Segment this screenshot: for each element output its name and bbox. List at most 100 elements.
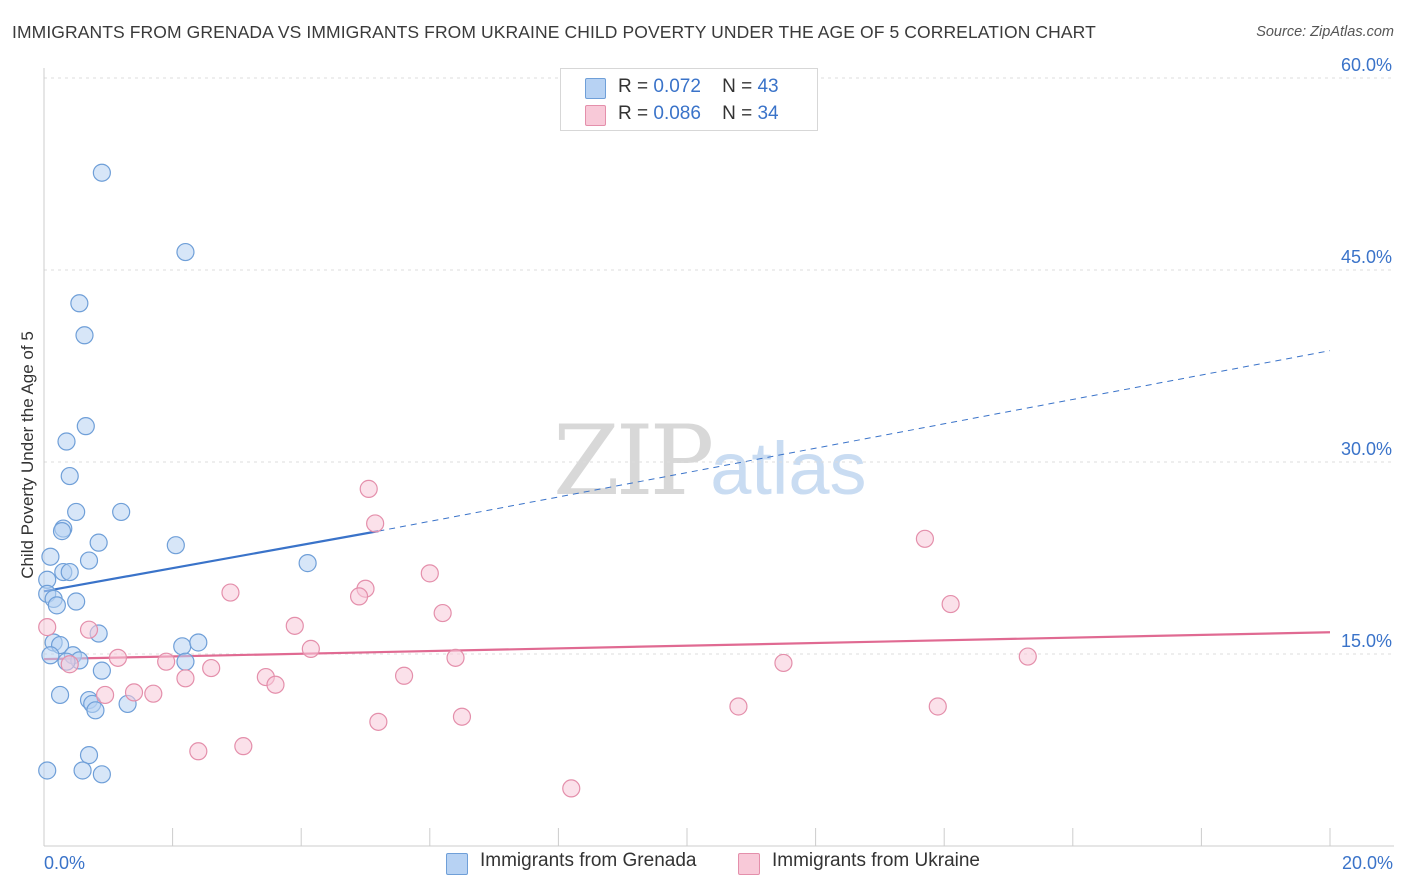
grenada-point-1 <box>176 242 195 262</box>
grenada-point-10 <box>52 522 72 541</box>
grenada-point-29 <box>41 646 60 665</box>
ukraine-point-24 <box>124 683 144 702</box>
y-axis-label: Child Poverty Under the Age of 5 <box>18 331 37 579</box>
grenada-trend-extension <box>378 350 1331 532</box>
ukraine-point-26 <box>95 685 115 705</box>
grenada-point-15 <box>298 554 317 573</box>
ukraine-point-2 <box>366 514 385 533</box>
grenada-point-21 <box>67 592 86 611</box>
grenada-n-value: 43 <box>757 76 779 97</box>
ukraine-point-1 <box>359 479 378 498</box>
grenada-point-22 <box>47 596 66 615</box>
watermark: ZIPatlas <box>553 405 867 517</box>
y-tick-label-60: 60.0% <box>1341 55 1392 75</box>
ukraine-point-28 <box>928 697 947 716</box>
grenada-point-0 <box>92 163 111 182</box>
ukraine-point-8 <box>941 594 960 614</box>
ukraine-point-15 <box>1018 647 1037 666</box>
bottom-ukraine-label: Immigrants from Ukraine <box>772 850 980 871</box>
ukraine-n-value: 34 <box>757 103 779 124</box>
grenada-point-42 <box>38 761 57 780</box>
ukraine-point-25 <box>144 684 163 703</box>
tick-labels: 15.0% 30.0% 45.0% 60.0% 0.0% 20.0% <box>44 55 1393 873</box>
ukraine-point-6 <box>349 587 369 606</box>
ukraine-point-23 <box>266 675 285 694</box>
x-tick-label-min: 0.0% <box>44 853 85 873</box>
grenada-r-value: 0.072 <box>653 76 701 97</box>
grenada-trend-line <box>43 530 379 593</box>
grenada-point-13 <box>41 547 60 566</box>
ukraine-point-12 <box>301 639 320 658</box>
grenada-point-5 <box>57 432 76 451</box>
grenada-swatch <box>585 78 606 99</box>
axes <box>43 68 1394 847</box>
ukraine-r-label: R = <box>618 103 649 124</box>
grenada-point-17 <box>60 562 79 582</box>
grenada-point-33 <box>92 661 111 680</box>
y-tick-label-15: 15.0% <box>1341 631 1392 651</box>
ukraine-r-value: 0.086 <box>653 103 701 124</box>
grenada-point-11 <box>166 536 185 555</box>
grenada-point-3 <box>75 326 94 345</box>
ukraine-point-27 <box>729 697 748 716</box>
data-points <box>38 163 1037 798</box>
ukraine-point-5 <box>420 564 439 583</box>
grenada-point-26 <box>173 637 192 656</box>
ukraine-trend-line <box>43 631 1331 661</box>
ukraine-point-29 <box>452 707 472 726</box>
ukraine-swatch <box>585 105 606 126</box>
ukraine-point-10 <box>79 620 99 639</box>
ukraine-point-0 <box>38 618 57 637</box>
y-tick-label-45: 45.0% <box>1341 247 1392 267</box>
ukraine-point-14 <box>446 648 465 667</box>
grenada-stats: R = 0.072 N = 43 <box>618 76 779 98</box>
ukraine-point-16 <box>774 653 793 673</box>
chart-title: IMMIGRANTS FROM GRENADA VS IMMIGRANTS FR… <box>12 22 1096 42</box>
grenada-point-7 <box>67 502 86 522</box>
ukraine-n-label: N = <box>722 103 753 124</box>
grenada-point-40 <box>73 761 92 780</box>
ukraine-point-7 <box>221 583 240 602</box>
watermark-zip: ZIP <box>553 405 714 517</box>
ukraine-point-11 <box>285 616 304 635</box>
grenada-point-27 <box>189 633 208 652</box>
grenada-point-39 <box>79 746 99 765</box>
watermark-atlas: atlas <box>710 427 867 510</box>
bottom-grenada-label: Immigrants from Grenada <box>480 850 697 871</box>
x-tick-label-max: 20.0% <box>1342 853 1393 873</box>
grenada-point-38 <box>86 701 105 720</box>
ukraine-point-17 <box>157 652 176 671</box>
trend-lines <box>43 350 1331 661</box>
grenada-n-label: N = <box>722 76 753 97</box>
grenada-point-41 <box>92 765 111 784</box>
grid-lines <box>44 77 1394 655</box>
grenada-point-12 <box>89 533 108 552</box>
stats-legend: R = 0.072 N = 43 R = 0.086 N = 34 <box>560 68 818 131</box>
ukraine-point-20 <box>176 669 195 688</box>
ukraine-point-22 <box>394 666 414 685</box>
grenada-point-6 <box>60 466 79 486</box>
ukraine-point-19 <box>202 658 221 678</box>
grenada-point-2 <box>70 294 89 313</box>
ukraine-point-18 <box>60 655 79 674</box>
ukraine-point-13 <box>108 648 128 667</box>
bottom-ukraine-swatch <box>738 853 760 875</box>
grenada-point-4 <box>76 417 95 436</box>
ukraine-point-30 <box>369 712 388 731</box>
ukraine-point-9 <box>433 603 452 623</box>
axis-ticks <box>172 828 1331 846</box>
ukraine-stats: R = 0.086 N = 34 <box>618 103 779 125</box>
grenada-r-label: R = <box>618 76 649 97</box>
ukraine-point-33 <box>562 779 581 798</box>
bottom-grenada-swatch <box>446 853 468 875</box>
grenada-point-32 <box>176 652 195 671</box>
source-label: Source: ZipAtlas.com <box>1256 24 1394 40</box>
ukraine-point-31 <box>234 737 253 756</box>
y-tick-label-30: 30.0% <box>1341 439 1392 459</box>
ukraine-point-32 <box>189 742 208 761</box>
ukraine-point-3 <box>915 529 935 548</box>
grenada-point-14 <box>79 551 99 570</box>
grenada-point-8 <box>112 502 131 522</box>
grenada-point-34 <box>50 685 70 705</box>
